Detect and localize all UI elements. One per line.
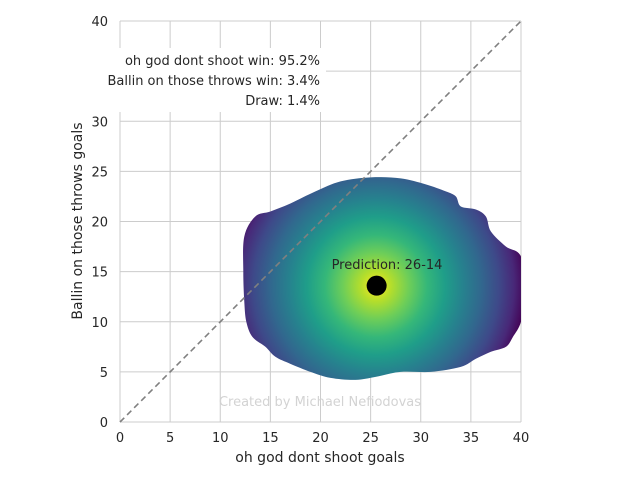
x-tick-label: 10 — [212, 431, 229, 446]
x-tick-label: 5 — [166, 431, 174, 446]
y-axis-label: Ballin on those throws goals — [70, 122, 86, 319]
probability-draw: Draw: 1.4% — [245, 94, 320, 109]
x-tick-label: 20 — [312, 431, 329, 446]
y-tick-label: 30 — [91, 115, 108, 130]
y-tick-label: 40 — [91, 15, 108, 30]
y-tick-label: 0 — [100, 416, 108, 431]
density-region — [243, 177, 521, 380]
x-tick-label: 0 — [116, 431, 124, 446]
x-axis-ticks: 0 5 10 15 20 25 30 35 40 — [116, 431, 529, 446]
y-tick-label: 15 — [91, 266, 108, 281]
x-tick-label: 40 — [513, 431, 530, 446]
y-tick-label: 5 — [100, 366, 108, 381]
probability-box — [90, 48, 326, 112]
x-tick-label: 35 — [463, 431, 480, 446]
probability-win-a: oh god dont shoot win: 95.2% — [125, 54, 320, 69]
x-tick-label: 30 — [412, 431, 429, 446]
x-tick-label: 25 — [362, 431, 379, 446]
prediction-point — [366, 275, 387, 296]
y-tick-label: 20 — [91, 216, 108, 231]
probability-win-b: Ballin on those throws win: 3.4% — [107, 74, 320, 89]
watermark: Created by Michael Nefiodovas — [219, 395, 421, 410]
reference-diagonal-line — [119, 20, 522, 423]
y-tick-label: 25 — [91, 165, 108, 180]
x-tick-label: 15 — [262, 431, 279, 446]
y-tick-label: 10 — [91, 316, 108, 331]
x-axis-label: oh god dont shoot goals — [235, 450, 404, 466]
prediction-label: Prediction: 26-14 — [332, 258, 443, 273]
